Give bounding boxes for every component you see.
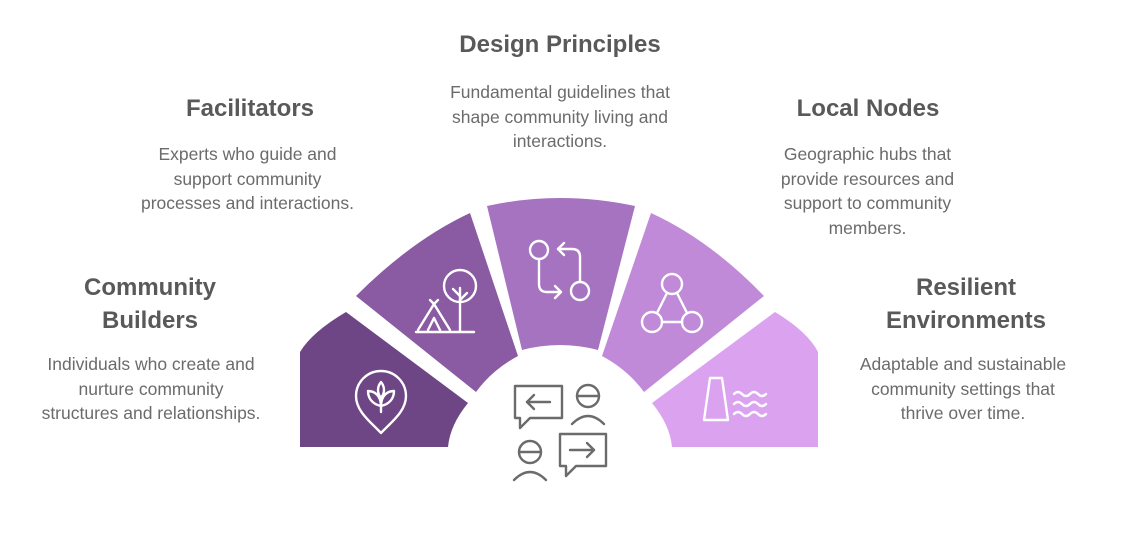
tent-tree-icon — [414, 268, 478, 334]
desc-community-builders: Individuals who create and nurture commu… — [41, 354, 261, 423]
title-community-builders: Community Builders — [84, 274, 216, 334]
desc-facilitators: Experts who guide and support community … — [140, 144, 355, 213]
title-local-nodes: Local Nodes — [796, 95, 940, 122]
conversation-icon — [512, 383, 608, 482]
segment-community-builders — [300, 312, 468, 447]
segment-design-principles — [487, 198, 635, 350]
title-facilitators: Facilitators — [185, 95, 315, 122]
leaf-pin-icon — [354, 369, 408, 435]
dam-water-icon — [702, 376, 768, 422]
desc-design-principles: Fundamental guidelines that shape commun… — [450, 82, 670, 151]
desc-local-nodes: Geographic hubs that provide resources a… — [780, 144, 955, 238]
title-design-principles: Design Principles — [459, 31, 661, 58]
segment-resilient-environments — [652, 312, 818, 447]
title-resilient-environments: Resilient Environments — [885, 274, 1047, 334]
desc-resilient-environments: Adaptable and sustainable community sett… — [859, 354, 1067, 423]
workflow-arrows-icon — [528, 239, 591, 302]
network-nodes-icon — [640, 272, 704, 334]
